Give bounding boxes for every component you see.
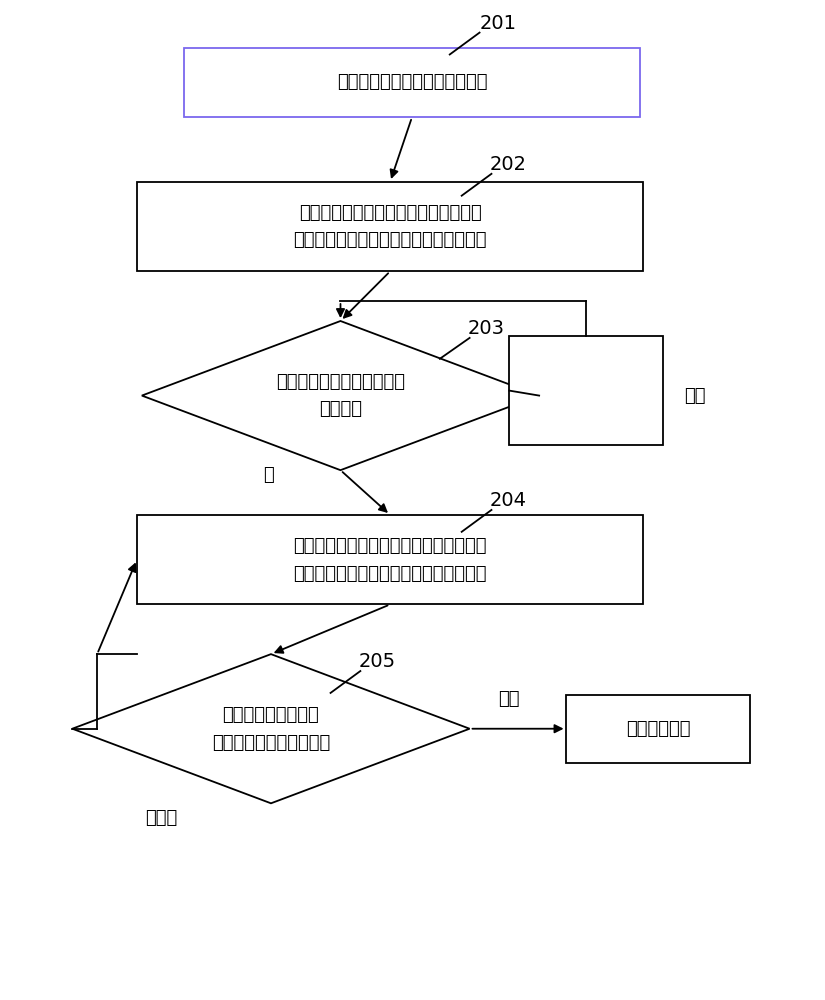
Text: 判断是否接收到切换界面的
操作指令: 判断是否接收到切换界面的 操作指令: [276, 373, 405, 418]
Text: 202: 202: [489, 155, 526, 174]
Text: 不是: 不是: [684, 387, 706, 405]
Text: 不等于: 不等于: [145, 809, 178, 827]
Bar: [567, 695, 750, 763]
Text: 201: 201: [479, 14, 516, 33]
Bar: [183, 48, 640, 117]
Text: 利用设定的特效区域、各个特效区域的
特效风格及特效帧数，建立特效信息列表: 利用设定的特效区域、各个特效区域的 特效风格及特效帧数，建立特效信息列表: [294, 204, 487, 249]
Text: 205: 205: [358, 652, 395, 671]
Text: 是: 是: [264, 466, 275, 484]
Text: 204: 204: [489, 491, 526, 510]
Bar: [137, 515, 644, 604]
Bar: [137, 182, 644, 271]
Polygon shape: [142, 321, 540, 470]
Polygon shape: [73, 654, 469, 803]
Bar: [509, 336, 663, 445]
Text: 将特效信息列表中最大的特效帧数设为过
程画面总帧数，设置切换执行计数值为一: 将特效信息列表中最大的特效帧数设为过 程画面总帧数，设置切换执行计数值为一: [294, 537, 487, 583]
Text: 等于: 等于: [498, 690, 520, 708]
Text: 判断切换执行计数值
是否等于过程画面总帧数: 判断切换执行计数值 是否等于过程画面总帧数: [212, 706, 330, 752]
Text: 203: 203: [468, 319, 505, 338]
Text: 保存界面切换前及切换后的图片: 保存界面切换前及切换后的图片: [337, 73, 488, 91]
Text: 结束处理流程: 结束处理流程: [626, 720, 691, 738]
